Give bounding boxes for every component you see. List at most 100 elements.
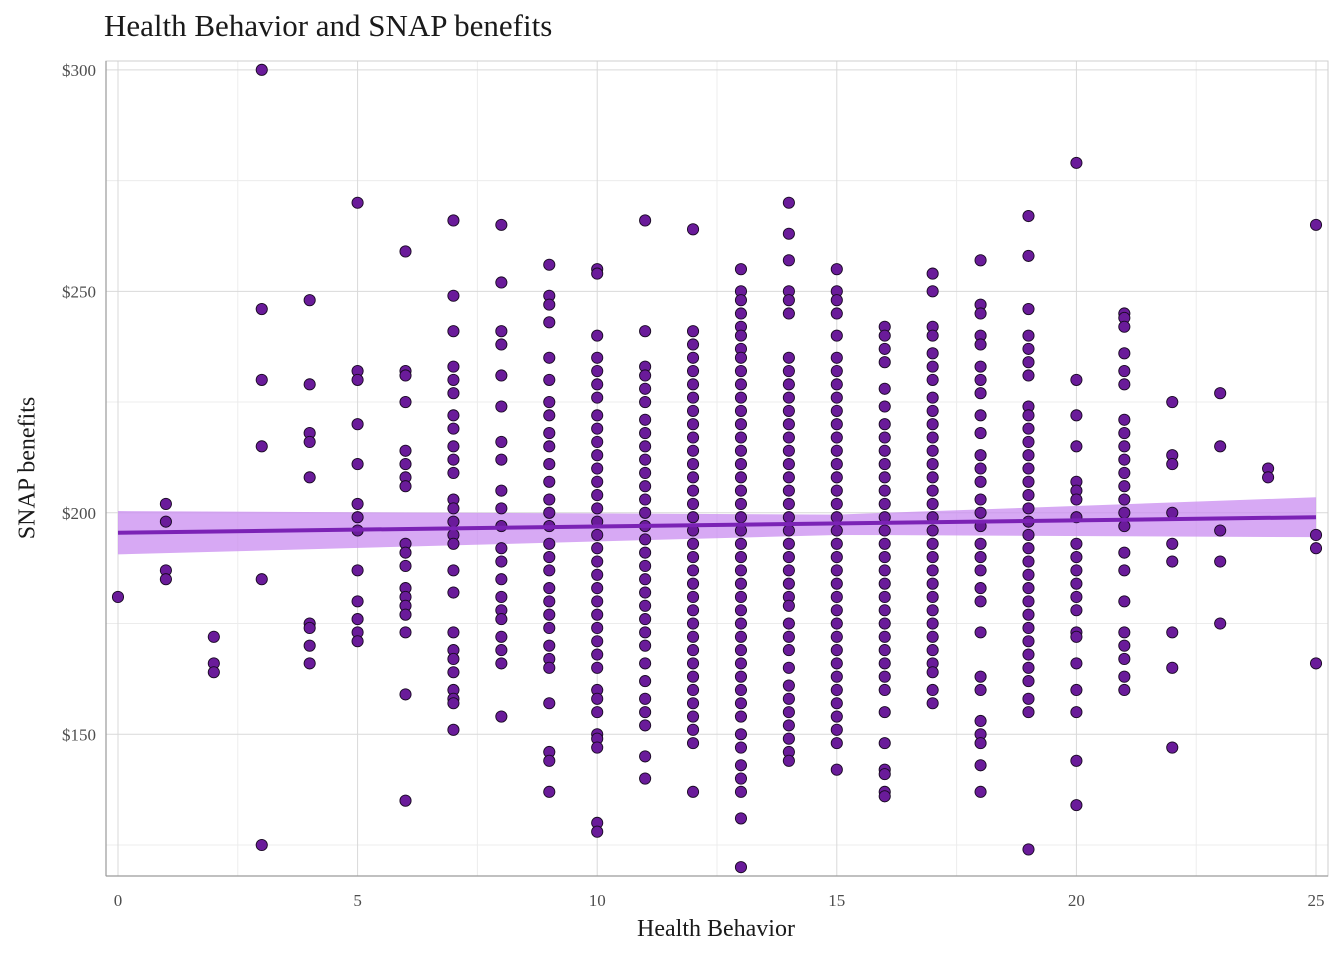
data-point <box>830 710 843 723</box>
data-point <box>447 325 460 338</box>
data-point <box>782 391 795 404</box>
data-point <box>782 511 795 524</box>
data-point <box>686 365 700 378</box>
data-point <box>303 294 316 307</box>
data-point <box>1022 568 1035 581</box>
data-point <box>591 568 604 581</box>
data-point <box>1022 489 1035 502</box>
data-point <box>639 493 652 506</box>
data-point <box>399 480 412 493</box>
data-point <box>782 471 795 484</box>
y-tick-label: $300 <box>62 61 96 80</box>
data-point <box>830 723 843 736</box>
data-point <box>830 657 843 670</box>
data-point <box>639 675 652 688</box>
data-point <box>686 785 700 798</box>
data-point <box>926 524 939 537</box>
data-point <box>447 440 460 453</box>
data-point <box>1022 706 1035 719</box>
data-point <box>734 444 748 457</box>
data-point <box>591 409 604 422</box>
data-point <box>926 444 939 457</box>
data-point <box>1070 156 1083 169</box>
data-point <box>1118 347 1131 360</box>
data-point <box>591 365 604 378</box>
data-point <box>591 267 604 280</box>
data-point <box>782 458 795 471</box>
data-point <box>159 497 172 510</box>
data-point <box>591 706 604 719</box>
y-tick-label: $200 <box>62 504 96 523</box>
data-point <box>782 732 795 745</box>
data-point <box>830 307 843 320</box>
data-point <box>543 316 556 329</box>
data-point <box>878 458 891 471</box>
data-point <box>974 493 987 506</box>
data-point <box>639 506 652 519</box>
data-point <box>1022 582 1035 595</box>
data-point <box>591 648 604 661</box>
data-point <box>447 537 460 550</box>
data-point <box>639 396 652 409</box>
data-point <box>591 692 604 705</box>
data-point <box>734 617 748 630</box>
data-point <box>782 196 795 209</box>
data-point <box>734 670 748 683</box>
points-layer <box>111 63 1323 874</box>
data-point <box>734 710 748 723</box>
data-point <box>591 621 604 635</box>
data-point <box>1118 546 1131 559</box>
data-point <box>830 484 843 497</box>
data-point <box>830 577 843 590</box>
data-point <box>926 666 939 679</box>
data-point <box>686 564 700 577</box>
data-point <box>1166 626 1179 639</box>
data-point <box>782 577 795 590</box>
data-point <box>974 626 987 639</box>
data-point <box>1214 617 1227 630</box>
data-point <box>1118 639 1131 652</box>
data-point <box>926 590 939 604</box>
data-point <box>974 683 987 697</box>
data-point <box>830 497 843 510</box>
data-point <box>734 577 748 590</box>
data-point <box>926 604 939 617</box>
data-point <box>782 497 795 510</box>
data-point <box>495 453 508 466</box>
data-point <box>639 382 652 395</box>
data-point <box>878 657 891 670</box>
data-point <box>1022 302 1035 316</box>
data-point <box>974 785 987 798</box>
data-point <box>878 497 891 510</box>
data-point <box>447 453 460 466</box>
data-point <box>639 613 652 626</box>
data-point <box>543 351 556 364</box>
data-point <box>734 604 748 617</box>
data-point <box>878 617 891 630</box>
data-point <box>782 719 795 732</box>
data-point <box>1118 378 1131 391</box>
data-point <box>543 427 556 440</box>
data-point <box>1214 524 1227 537</box>
data-point <box>447 697 460 710</box>
data-point <box>1118 652 1131 666</box>
data-point <box>303 471 316 484</box>
data-point <box>782 307 795 320</box>
data-point <box>878 604 891 617</box>
data-point <box>782 524 795 537</box>
data-point <box>782 551 795 564</box>
data-point <box>878 484 891 497</box>
data-point <box>447 409 460 422</box>
data-point <box>734 404 748 417</box>
data-point <box>830 617 843 630</box>
data-point <box>830 294 843 307</box>
data-point <box>830 670 843 683</box>
data-point <box>1022 692 1035 705</box>
data-point <box>782 679 795 692</box>
data-point <box>1118 506 1131 519</box>
data-point <box>926 329 939 342</box>
data-point <box>351 613 364 626</box>
data-point <box>639 480 652 493</box>
data-point <box>255 573 268 586</box>
data-point <box>734 378 748 391</box>
